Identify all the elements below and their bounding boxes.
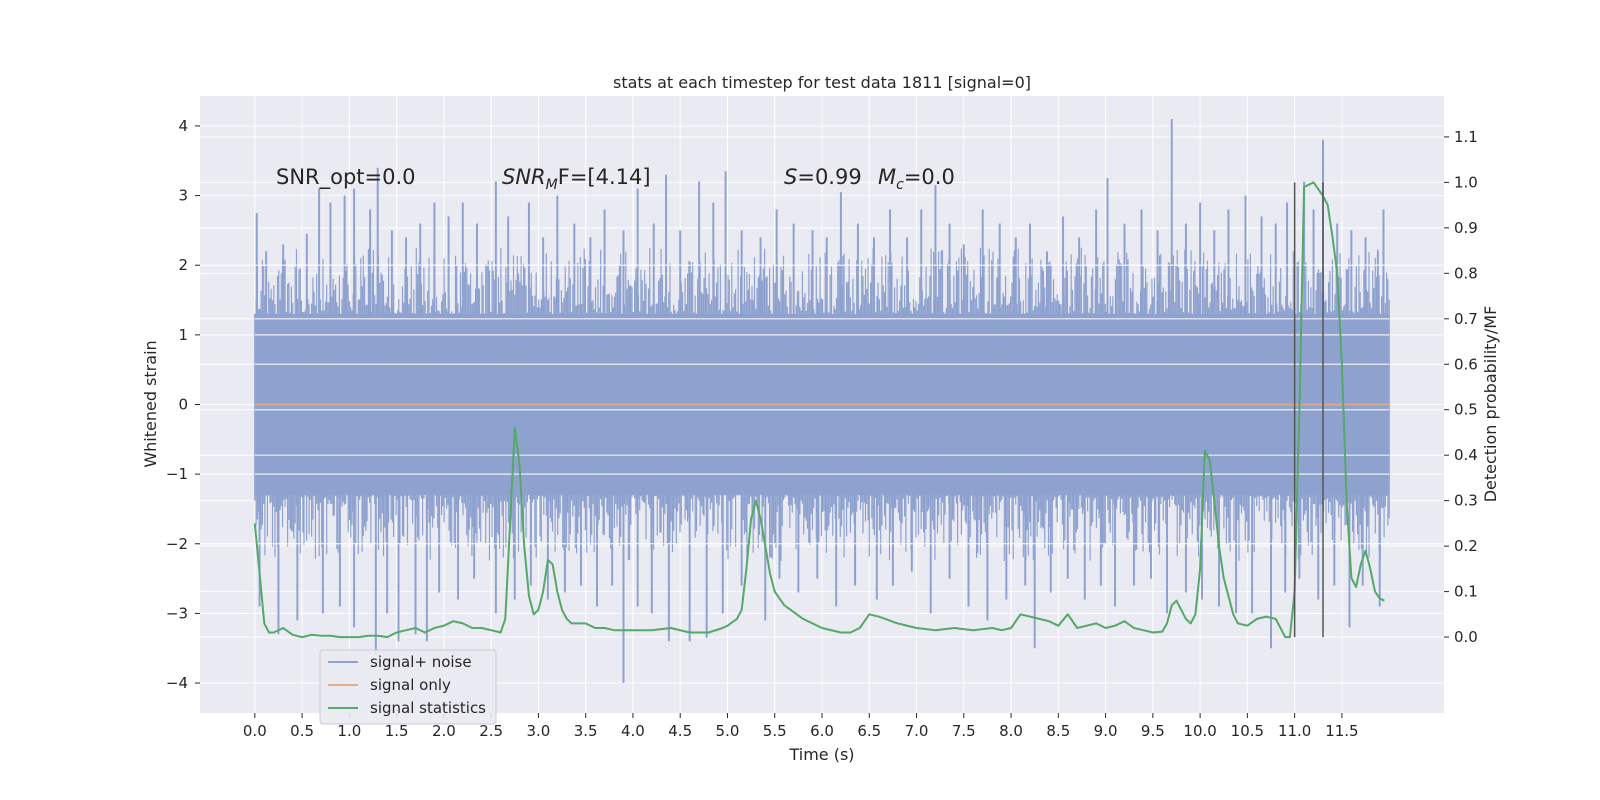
y2-axis-label: Detection probability/MF <box>1481 306 1500 503</box>
x-tick-label: 10.0 <box>1183 722 1216 740</box>
annotation-snr-mf: SNRMF=[4.14] <box>502 165 651 193</box>
y2-tick-label: 0.5 <box>1454 401 1478 419</box>
x-tick-label: 7.0 <box>905 722 929 740</box>
legend-label-noise: signal+ noise <box>370 653 472 671</box>
x-tick-label: 3.0 <box>526 722 550 740</box>
x-tick-label: 2.5 <box>479 722 503 740</box>
y2-tick-label: 0.8 <box>1454 264 1478 282</box>
annotation-s: S=0.99 <box>784 165 862 189</box>
x-tick-label: 8.5 <box>1046 722 1070 740</box>
y2-tick-label: 0.4 <box>1454 446 1478 464</box>
y2-tick-label: 0.6 <box>1454 355 1478 373</box>
y2-tick-label: 0.0 <box>1454 628 1478 646</box>
snr-mf-rest: F=[4.14] <box>558 165 651 189</box>
x-tick-label: 5.5 <box>763 722 787 740</box>
x-tick-label: 9.0 <box>1094 722 1118 740</box>
y2-tick-label: 1.1 <box>1454 128 1478 146</box>
snr-mf-main: SNR <box>502 165 546 189</box>
x-tick-label: 6.5 <box>857 722 881 740</box>
x-axis-ticks: 0.0 0.5 1.0 1.5 2.0 2.5 3.0 3.5 4.0 4.5 5.0 5.5 6.0 6… <box>243 713 1359 740</box>
x-tick-label: 4.0 <box>621 722 645 740</box>
y2-tick-label: 1.0 <box>1454 173 1478 191</box>
mc-main: M <box>878 165 896 189</box>
y2-tick-label: 0.2 <box>1454 537 1478 555</box>
x-tick-label: 0.0 <box>243 722 267 740</box>
snr-mf-sub: M <box>546 177 558 193</box>
y-tick-label: 1 <box>178 326 188 344</box>
legend-box <box>319 649 497 725</box>
x-tick-label: 11.5 <box>1325 722 1358 740</box>
legend-label-stats: signal statistics <box>370 699 486 717</box>
y2-axis-ticks: 0.0 0.1 0.2 0.3 0.4 0.5 0.6 0.7 0.8 0.9 1.0 1.1 <box>1444 128 1478 646</box>
mc-sub: c <box>896 177 904 193</box>
y-tick-label: 2 <box>178 256 188 274</box>
y-tick-label: 3 <box>178 187 188 205</box>
x-tick-label: 3.5 <box>574 722 598 740</box>
y-tick-label: −2 <box>166 535 188 553</box>
x-tick-label: 1.5 <box>385 722 409 740</box>
x-tick-label: 0.5 <box>290 722 314 740</box>
statistics-line <box>253 181 1385 639</box>
y-axis-label: Whitened strain <box>141 340 160 467</box>
x-tick-label: 4.5 <box>668 722 692 740</box>
x-tick-label: 10.5 <box>1231 722 1264 740</box>
y2-tick-label: 0.1 <box>1454 583 1478 601</box>
x-tick-label: 11.0 <box>1278 722 1311 740</box>
x-tick-label: 6.0 <box>810 722 834 740</box>
x-tick-label: 7.5 <box>952 722 976 740</box>
y2-tick-label: 0.7 <box>1454 310 1478 328</box>
annotation-snr-opt: SNR_opt=0.0 <box>276 165 416 190</box>
y2-tick-label: 0.9 <box>1454 219 1478 237</box>
markers <box>1293 182 1324 638</box>
y2-tick-label: 0.3 <box>1454 492 1478 510</box>
y-axis-ticks: −4 −3 −2 −1 0 1 2 3 4 <box>166 117 200 692</box>
x-tick-label: 9.5 <box>1141 722 1165 740</box>
y-tick-label: −3 <box>166 604 188 622</box>
statistics-series <box>253 181 1385 639</box>
y-tick-label: −1 <box>166 465 188 483</box>
annotation-mc: Mc=0.0 <box>878 165 955 193</box>
x-tick-label: 8.0 <box>999 722 1023 740</box>
x-tick-label: 1.0 <box>337 722 361 740</box>
legend-label-signal: signal only <box>370 676 451 694</box>
y-tick-label: 0 <box>178 396 188 414</box>
x-tick-label: 2.0 <box>432 722 456 740</box>
y-tick-label: 4 <box>178 117 188 135</box>
chart-title: stats at each timestep for test data 181… <box>613 73 1031 92</box>
legend: signal+ noise signal only signal statist… <box>319 649 497 725</box>
s-main: S <box>784 165 797 189</box>
x-tick-label: 5.0 <box>716 722 740 740</box>
mc-rest: =0.0 <box>904 165 955 189</box>
s-rest: =0.99 <box>797 165 861 189</box>
y-tick-label: −4 <box>166 674 188 692</box>
x-axis-label: Time (s) <box>788 745 854 764</box>
